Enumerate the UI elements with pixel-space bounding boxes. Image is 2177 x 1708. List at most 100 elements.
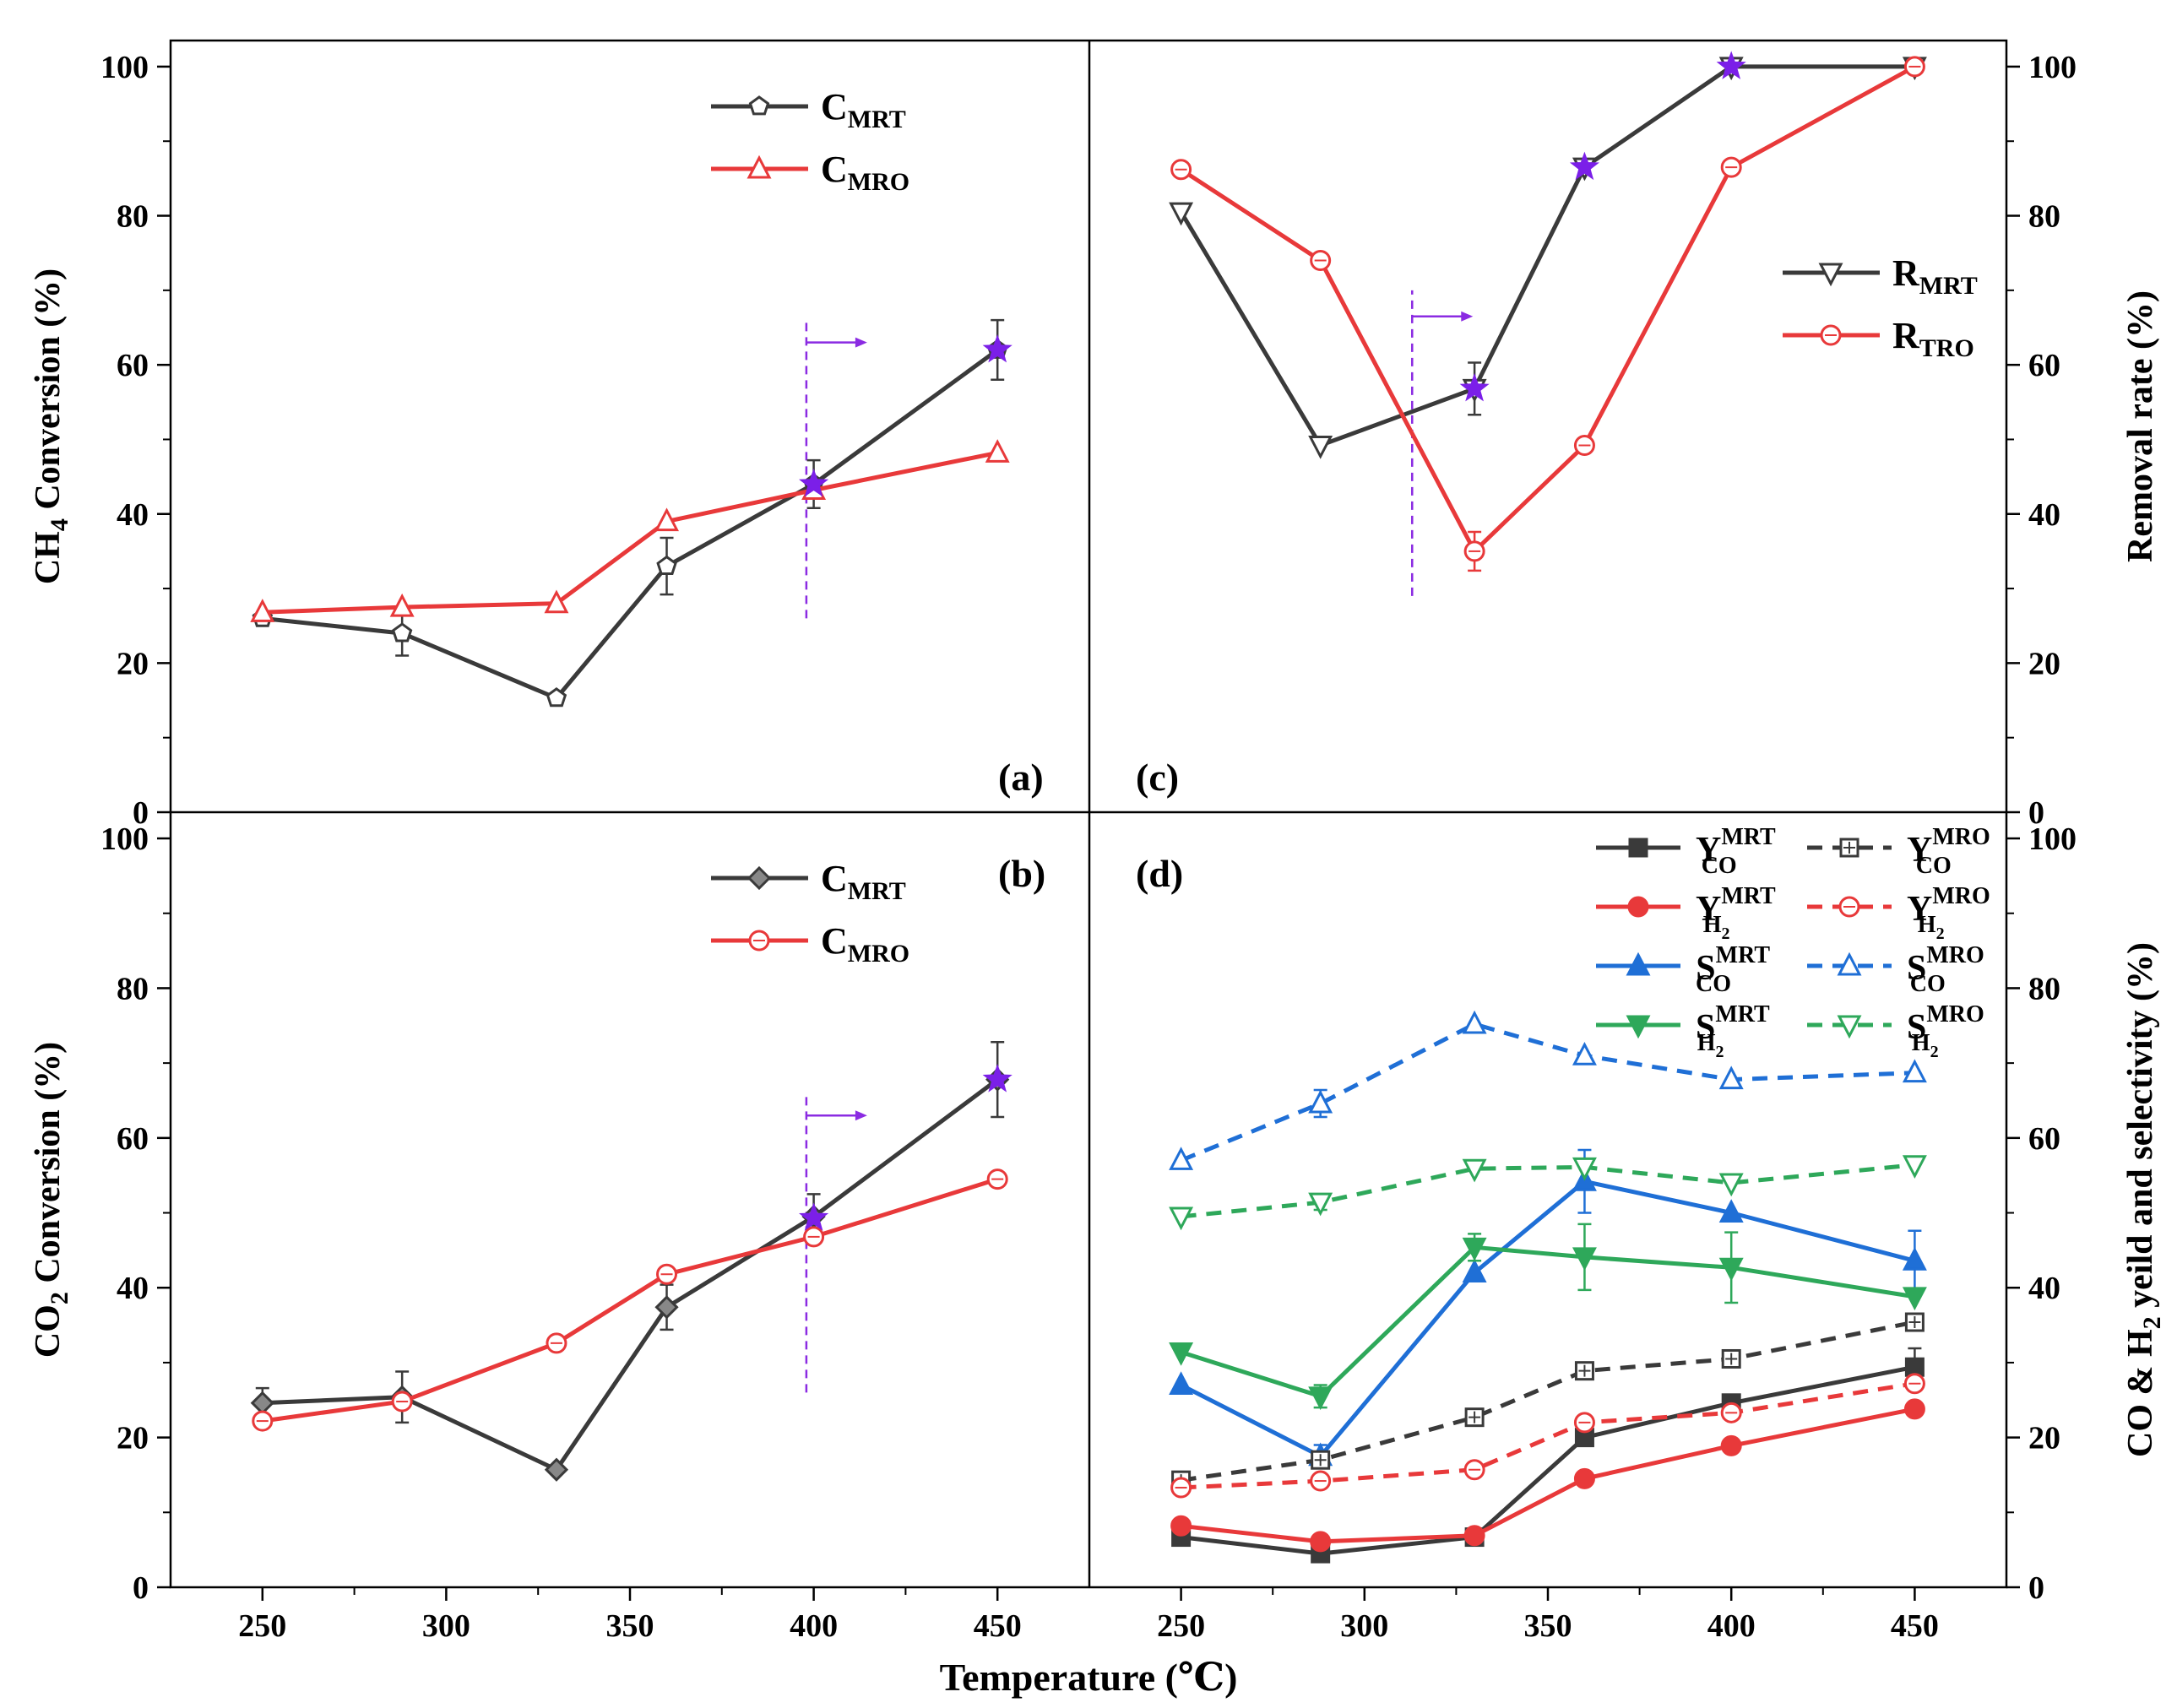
point-d-7-5	[1902, 1155, 1927, 1179]
y-tick-label-a-5: 100	[100, 50, 149, 85]
point-d-6-1	[1308, 1089, 1333, 1114]
legend-label-d-1: YMRT H2	[1696, 883, 1776, 943]
y-tick-label-b-4: 80	[117, 971, 149, 1006]
legend-marker-d-2	[1626, 952, 1651, 976]
series-line-b-1	[262, 1177, 998, 1423]
point-d-3-4	[1718, 1257, 1744, 1282]
point-d-6-0	[1169, 1147, 1194, 1170]
panel-label-b: (b)	[998, 852, 1045, 895]
point-d-1-2	[1463, 1525, 1485, 1547]
legend-label-d-2: SMRT CO	[1696, 942, 1770, 997]
y-tick-label-a-0: 0	[133, 795, 149, 831]
panel-label-c: (c)	[1136, 756, 1179, 799]
legend-marker-c-0	[1818, 263, 1843, 287]
legend-marker-d-1	[1627, 896, 1649, 918]
point-d-4-4-cross	[1725, 1353, 1738, 1365]
highlight-star-c-1	[1569, 151, 1599, 181]
y-tick-label-a-4: 80	[117, 199, 149, 235]
y-tick-label-a-1: 20	[117, 646, 149, 681]
point-d-6-4	[1718, 1065, 1744, 1090]
y-tick-label-b-5: 100	[100, 821, 149, 857]
legend-label-b-0: CMRT	[821, 858, 906, 905]
series-line-d-4	[1181, 1320, 1915, 1483]
point-d-0-5	[1904, 1357, 1925, 1377]
point-a-0-3	[656, 555, 677, 575]
legend-label-d-5: YMRO H2	[1907, 883, 1990, 943]
point-b-0-2	[544, 1457, 569, 1482]
series-line-d-2	[1180, 1179, 1916, 1459]
legend-marker-d-4-cross	[1843, 842, 1855, 854]
y-tick-label-c-2: 40	[2028, 497, 2060, 533]
point-c-0-1	[1308, 436, 1333, 459]
highlight-star-a-0	[799, 468, 829, 497]
point-b-0-3	[654, 1295, 679, 1320]
x-tick-label-d-0: 250	[1157, 1608, 1205, 1644]
legend-marker-d-7	[1837, 1015, 1862, 1039]
x-tick-label-b-1: 300	[422, 1608, 470, 1644]
point-a-0-2	[546, 687, 567, 708]
series-line-d-5	[1181, 1381, 1915, 1490]
point-d-3-2	[1462, 1237, 1487, 1261]
legend-label-d-7: SMRO H2	[1907, 1001, 1984, 1061]
y-axis-label-c: Removal rate (%)	[2121, 290, 2160, 562]
x-tick-label-d-1: 300	[1340, 1608, 1388, 1644]
point-d-7-4	[1718, 1173, 1744, 1197]
point-d-6-3	[1572, 1042, 1597, 1065]
x-tick-label-d-4: 450	[1891, 1608, 1939, 1644]
y-axis-label-d: CO & H2 yeild and selectivity (%)	[2121, 942, 2166, 1457]
legend-label-d-3: SMRT H2	[1696, 1001, 1770, 1061]
legend-label-a-0: CMRT	[821, 86, 906, 133]
x-tick-label-b-0: 250	[238, 1608, 286, 1644]
panel-label-a: (a)	[998, 756, 1044, 799]
threshold-arrowhead-a	[855, 337, 867, 348]
y-tick-label-d-1: 20	[2028, 1421, 2060, 1456]
point-d-1-4	[1720, 1434, 1742, 1456]
y-axis-label-b: CO2 Conversion (%)	[29, 1042, 73, 1358]
y-tick-label-c-3: 60	[2028, 348, 2060, 383]
panel-d: 0 20 40 60 80 100 CO & H2 yeild and selectivit…	[1136, 821, 2166, 1644]
point-d-1-5	[1903, 1398, 1925, 1420]
point-b-0-0	[250, 1391, 274, 1415]
point-d-6-2	[1462, 1010, 1487, 1034]
point-d-7-1	[1308, 1192, 1333, 1217]
point-d-2-4	[1718, 1199, 1744, 1223]
point-d-1-1	[1310, 1531, 1332, 1553]
point-d-4-2-cross	[1469, 1411, 1481, 1423]
highlight-star-b-1	[982, 1064, 1012, 1093]
threshold-arrowhead-c	[1461, 311, 1474, 322]
series-line-d-1	[1181, 1407, 1915, 1544]
point-a-1-2	[544, 589, 569, 614]
point-d-2-0	[1169, 1371, 1194, 1396]
series-line-c-0	[1179, 64, 1915, 448]
legend-label-c-0: RMRT	[1892, 252, 1978, 300]
legend-label-d-4: YMRO CO	[1907, 824, 1990, 879]
x-tick-label-d-3: 400	[1707, 1608, 1756, 1644]
panel-label-d: (d)	[1136, 852, 1183, 895]
legend-marker-a-1	[746, 155, 772, 179]
point-d-2-2	[1462, 1259, 1487, 1282]
y-tick-label-b-1: 20	[117, 1421, 149, 1456]
point-a-1-0	[250, 599, 275, 622]
series-line-d-7	[1181, 1163, 1915, 1219]
panel-c: 0 20 40 60 80 100 Removal rate (%) (c) RMRT RTRO	[1136, 50, 2160, 831]
y-tick-label-a-3: 60	[117, 348, 149, 383]
legend-label-a-1: CMRO	[821, 149, 909, 196]
point-d-1-0	[1170, 1515, 1192, 1537]
y-tick-label-d-4: 80	[2028, 971, 2060, 1006]
highlight-star-c-0	[1459, 372, 1490, 402]
point-d-4-3-cross	[1578, 1364, 1591, 1377]
point-d-1-3	[1573, 1467, 1595, 1489]
point-d-2-5	[1902, 1247, 1927, 1271]
highlight-star-a-1	[982, 334, 1012, 363]
point-d-6-5	[1902, 1059, 1927, 1083]
point-c-0-0	[1169, 202, 1194, 226]
series-line-d-6	[1180, 1022, 1915, 1163]
y-tick-label-c-5: 100	[2028, 50, 2077, 85]
y-tick-label-d-0: 0	[2028, 1570, 2044, 1606]
series-line-a-0	[262, 348, 999, 701]
legend-marker-a-0	[748, 95, 770, 116]
legend-label-c-1: RTRO	[1892, 315, 1974, 362]
point-a-1-1	[389, 593, 415, 617]
highlight-star-c-2	[1716, 51, 1746, 79]
